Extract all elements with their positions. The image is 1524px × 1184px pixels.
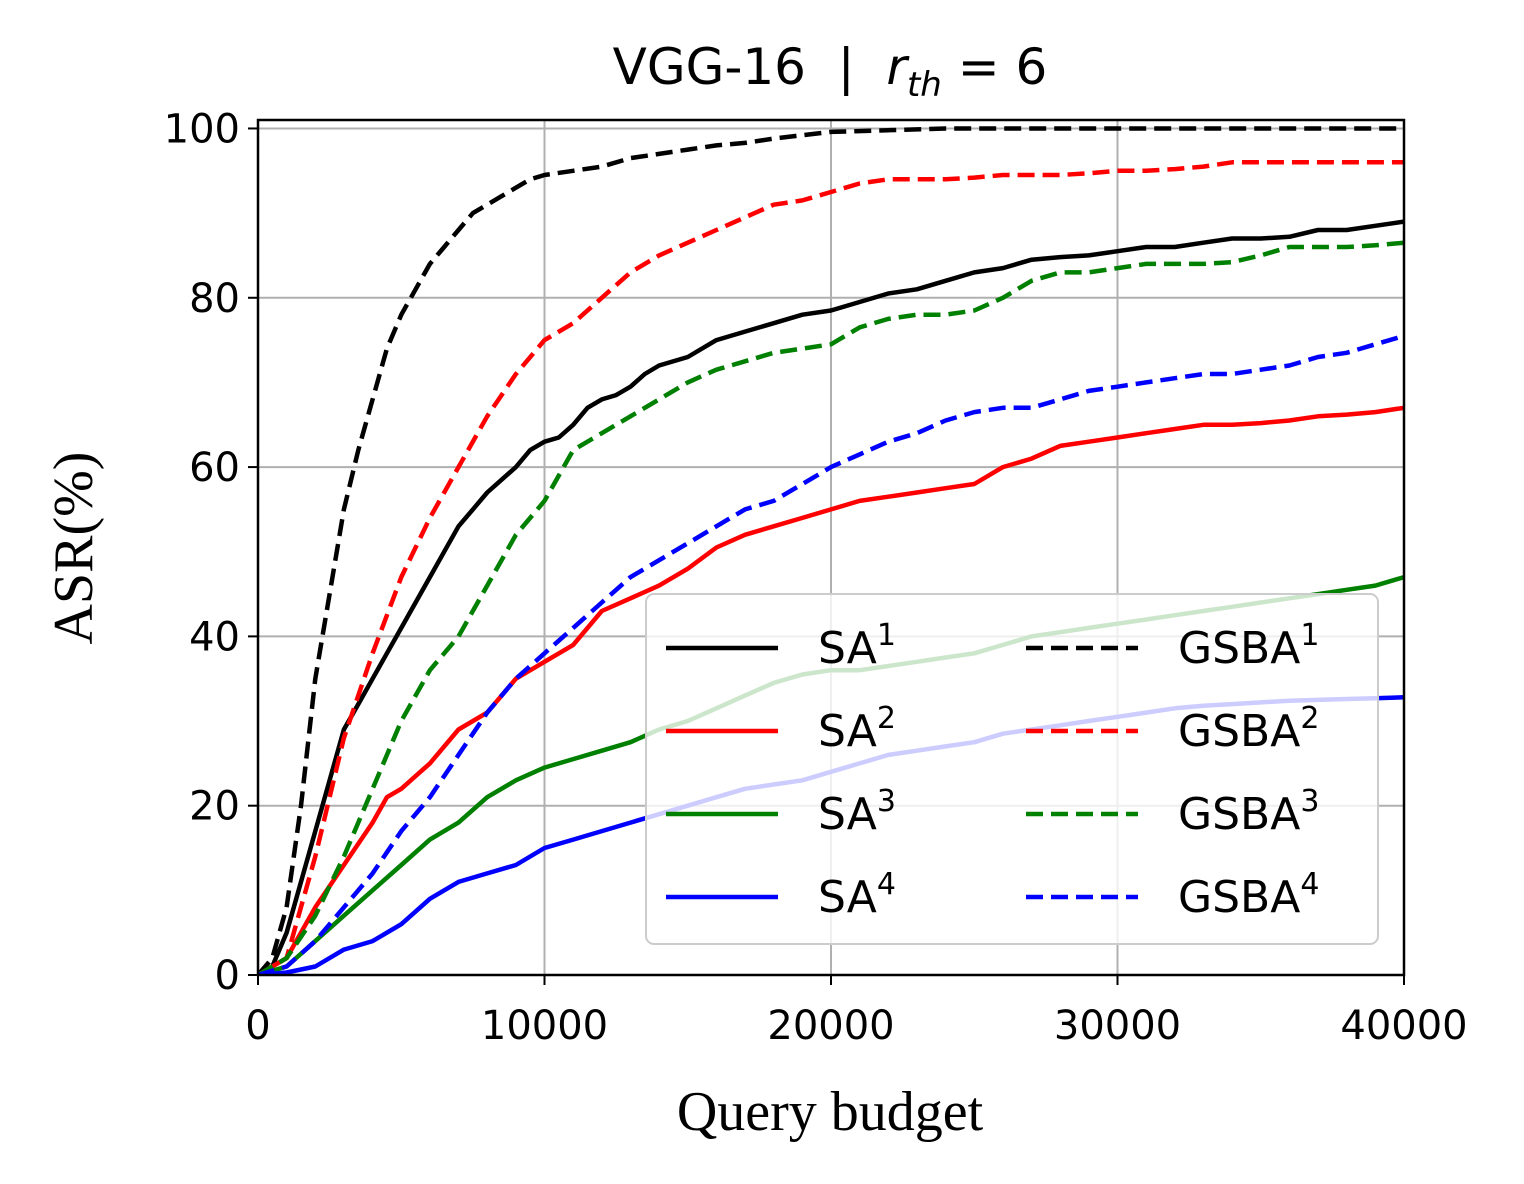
y-tick-label: 80 <box>189 276 240 322</box>
legend-label-sa3: SA3 <box>818 784 896 840</box>
chart-title-sub: th <box>907 65 942 105</box>
x-axis-label: Query budget <box>677 1081 984 1143</box>
legend-label-sa1: SA1 <box>818 618 896 674</box>
series-line-sa1 <box>258 219 1404 975</box>
y-tick-label: 20 <box>189 784 240 830</box>
chart-title-eq: = 6 <box>942 38 1048 96</box>
x-tick-label: 30000 <box>1054 1003 1181 1049</box>
plot-frame <box>256 118 1406 977</box>
y-tick-label: 60 <box>189 445 240 491</box>
legend-label-gsba2: GSBA2 <box>1178 701 1319 757</box>
y-tick-label: 100 <box>164 106 240 152</box>
chart-title: VGG-16 | rth = 6 <box>613 38 1048 105</box>
x-tick-label: 0 <box>245 1003 270 1049</box>
series-line-gsba2 <box>258 160 1404 975</box>
legend-label-gsba3: GSBA3 <box>1178 784 1319 840</box>
x-tick-label: 20000 <box>767 1003 894 1049</box>
x-tick-label: 10000 <box>481 1003 608 1049</box>
legend-box <box>645 593 1379 945</box>
series-line-gsba4 <box>258 333 1404 975</box>
x-tick-label: 40000 <box>1340 1003 1467 1049</box>
chart-title-var: r <box>886 38 910 96</box>
legend-label-sa2: SA2 <box>818 701 896 757</box>
legend-label-sa4: SA4 <box>818 867 896 923</box>
y-axis-label: ASR(%) <box>43 452 105 645</box>
series-line-gsba1 <box>258 126 1404 975</box>
chart-title-main: VGG-16 | <box>613 38 887 96</box>
legend: SA1 SA2 SA3 SA4 GSBA1 GSBA2 GSBA3 GSBA4 <box>645 593 1379 945</box>
legend-label-gsba1: GSBA1 <box>1178 618 1319 674</box>
series-line-gsba3 <box>258 240 1404 975</box>
axis-ticks: 0 10000 20000 30000 40000 0 20 40 60 80 100 <box>164 106 1468 1049</box>
legend-label-gsba4: GSBA4 <box>1178 867 1319 923</box>
legend-items: SA1 SA2 SA3 SA4 GSBA1 GSBA2 GSBA3 GSBA4 <box>666 618 1319 923</box>
y-tick-label: 0 <box>215 953 240 999</box>
series-line-sa2 <box>258 405 1404 975</box>
y-tick-label: 40 <box>189 614 240 660</box>
